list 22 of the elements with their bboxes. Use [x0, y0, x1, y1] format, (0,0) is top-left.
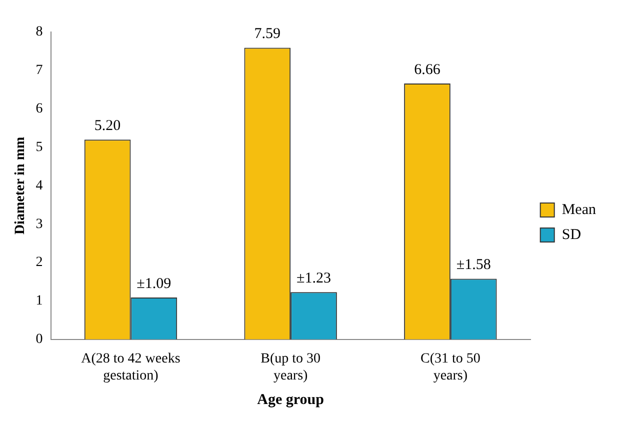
y-tick-label: 1 — [36, 294, 43, 309]
data-label: 7.59 — [254, 26, 281, 42]
x-tick-label: B(up to 30 years) — [260, 351, 321, 384]
y-tick-label: 4 — [36, 178, 43, 194]
data-label: ±1.09 — [136, 276, 172, 292]
x-axis-title: Age group — [257, 392, 324, 408]
data-label: 5.20 — [94, 118, 121, 134]
y-tick-label: 0 — [36, 332, 43, 348]
data-label: ±1.23 — [296, 270, 331, 287]
y-tick-label: 6 — [36, 102, 43, 117]
y-tick-label: 5 — [36, 140, 43, 155]
legend-label: Mean — [562, 202, 596, 218]
x-tick-label: A(28 to 42 weeks gestation) — [81, 351, 180, 384]
data-label: 6.66 — [414, 62, 441, 78]
y-tick-label: 2 — [36, 255, 43, 270]
y-axis-title: Diameter in mm — [13, 136, 28, 235]
data-label: ±1.58 — [456, 257, 491, 274]
x-tick-label: C(31 to 50 years) — [420, 351, 480, 384]
y-tick-label: 8 — [36, 24, 43, 40]
legend-label: SD — [562, 226, 582, 243]
y-tick-label: 3 — [36, 216, 43, 232]
y-tick-label: 7 — [36, 63, 43, 78]
